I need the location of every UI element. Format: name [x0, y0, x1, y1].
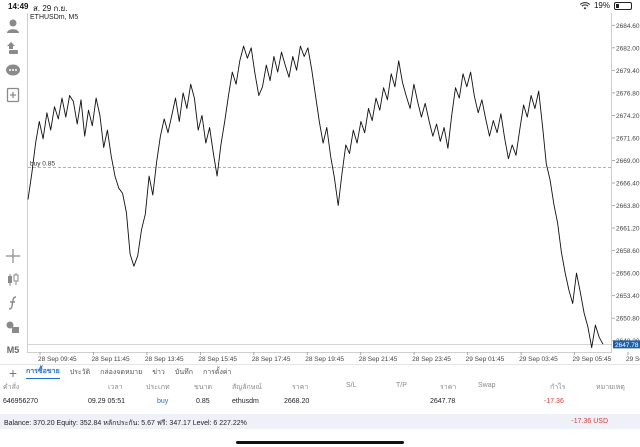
cell-type: buy — [157, 398, 169, 405]
bottom-tabs: + การซื้อขาย ประวัติ กล่องจดหมาย ข่าว บั… — [0, 364, 640, 381]
cell-order: 646956270 — [3, 398, 39, 405]
header-swap: Swap — [478, 382, 496, 389]
account-icon[interactable] — [4, 17, 22, 35]
tab-history[interactable]: ประวัติ — [69, 369, 91, 376]
balance-bar: Balance: 370.20 Equity: 352.84 หลักประกั… — [0, 414, 640, 429]
time-tick-label: 28 Sep 23:45 — [412, 356, 451, 363]
time-tick-label: 28 Sep 11:45 — [91, 356, 130, 363]
time-tick-label: 29 Sep 03:45 — [519, 356, 558, 363]
cell-size: 0.85 — [196, 398, 210, 405]
status-bar: 14:49 ส. 29 ก.ย. 19% — [0, 0, 640, 13]
price-tick-label: 2679.40 — [616, 68, 640, 75]
total-profit: -17.36 USD — [571, 418, 608, 425]
price-tick-label: 2650.80 — [616, 316, 640, 323]
tab-journal[interactable]: บันทึก — [174, 369, 193, 376]
price-tick-label: 2684.60 — [616, 23, 640, 30]
order-line-label: buy 0.85 — [30, 160, 55, 167]
price-tick-label: 2669.00 — [616, 158, 640, 165]
candles-icon[interactable] — [4, 271, 22, 289]
header-order: คำสั่ง — [3, 384, 20, 391]
cell-price-current: 2647.78 — [430, 398, 456, 405]
time-tick-label: 29 Sep 01:45 — [466, 356, 505, 363]
price-tick-label: 2663.80 — [616, 203, 640, 210]
table-row[interactable]: 646956270 09.29 05:51 buy 0.85 ethusdm 2… — [0, 398, 640, 412]
battery-icon — [614, 1, 632, 10]
chat-icon[interactable] — [4, 62, 22, 80]
objects-icon[interactable] — [4, 318, 22, 336]
cell-time: 09.29 05:51 — [88, 398, 125, 405]
table-header: คำสั่ง เวลา ประเภท ขนาด สัญลักษณ์ ราคา S… — [0, 382, 640, 394]
current-price-label: 2647.78 — [615, 342, 639, 349]
price-tick-label: 2676.80 — [616, 90, 640, 97]
header-profit: กำไร — [550, 384, 566, 391]
header-price-open: ราคา — [292, 384, 309, 391]
indicators-icon[interactable] — [4, 294, 22, 312]
price-tick-label: 2666.40 — [616, 181, 640, 188]
add-icon[interactable]: + — [8, 364, 18, 381]
price-tick-label: 2682.00 — [616, 45, 640, 52]
chart-symbol-label: ETHUSDm, M5 — [30, 14, 79, 21]
status-date: ส. 29 ก.ย. — [33, 4, 68, 13]
time-tick-label: 29 Sep 05:45 — [573, 356, 612, 363]
tab-settings[interactable]: การตั้งค่า — [202, 369, 232, 376]
tab-mailbox[interactable]: กล่องจดหมาย — [100, 369, 143, 376]
status-time: 14:49 — [8, 2, 29, 11]
price-tick-label: 2653.40 — [616, 293, 640, 300]
cell-profit: -17.36 — [544, 398, 564, 405]
header-type: ประเภท — [146, 384, 170, 391]
time-tick-label: 28 Sep 17:45 — [252, 356, 291, 363]
header-time: เวลา — [108, 384, 123, 391]
time-tick-label: 28 Sep 15:45 — [198, 356, 237, 363]
tab-news[interactable]: ข่าว — [152, 369, 165, 376]
header-size: ขนาด — [194, 384, 213, 391]
left-toolbar: M5 — [0, 13, 26, 359]
tab-trade[interactable]: การซื้อขาย — [26, 366, 60, 379]
cell-price-open: 2668.20 — [284, 398, 310, 405]
price-tick-label: 2671.60 — [616, 135, 640, 142]
time-tick-label: 28 Sep 21:45 — [359, 356, 398, 363]
time-tick-label: 28 Sep 13:45 — [145, 356, 184, 363]
price-tick-label: 2674.20 — [616, 113, 640, 120]
crosshair-icon[interactable] — [4, 247, 22, 265]
time-tick-label: 28 Sep 19:45 — [305, 356, 344, 363]
price-tick-label: 2656.00 — [616, 271, 640, 278]
price-series-line — [27, 45, 604, 349]
trade-icon[interactable] — [4, 39, 22, 57]
status-right: 19% — [579, 1, 632, 10]
price-tick-label: 2661.20 — [616, 226, 640, 233]
chart-area[interactable] — [27, 13, 612, 353]
timeframe-button[interactable]: M5 — [6, 345, 20, 355]
header-symbol: สัญลักษณ์ — [232, 384, 262, 391]
price-chart[interactable]: 2684.60 2682.00 2679.40 2676.80 2674.20 2671.… — [0, 0, 640, 365]
header-price-current: ราคา — [440, 384, 457, 391]
current-price-tag — [613, 340, 640, 349]
header-comment: หมายเหตุ — [596, 384, 625, 391]
cell-symbol: ethusdm — [232, 398, 259, 405]
balance-summary: Balance: 370.20 Equity: 352.84 หลักประกั… — [4, 420, 247, 427]
battery-percent: 19% — [593, 1, 610, 10]
price-tick-label: 2658.60 — [616, 248, 640, 255]
time-tick-label: 28 Sep 09:45 — [38, 356, 77, 363]
new-order-icon[interactable] — [4, 86, 22, 104]
time-tick-label: 29 Sep 07:45 — [626, 356, 640, 363]
home-indicator[interactable] — [236, 441, 404, 444]
wifi-icon — [579, 1, 590, 9]
header-sl: S/L — [346, 382, 357, 389]
header-tp: T/P — [396, 382, 407, 389]
